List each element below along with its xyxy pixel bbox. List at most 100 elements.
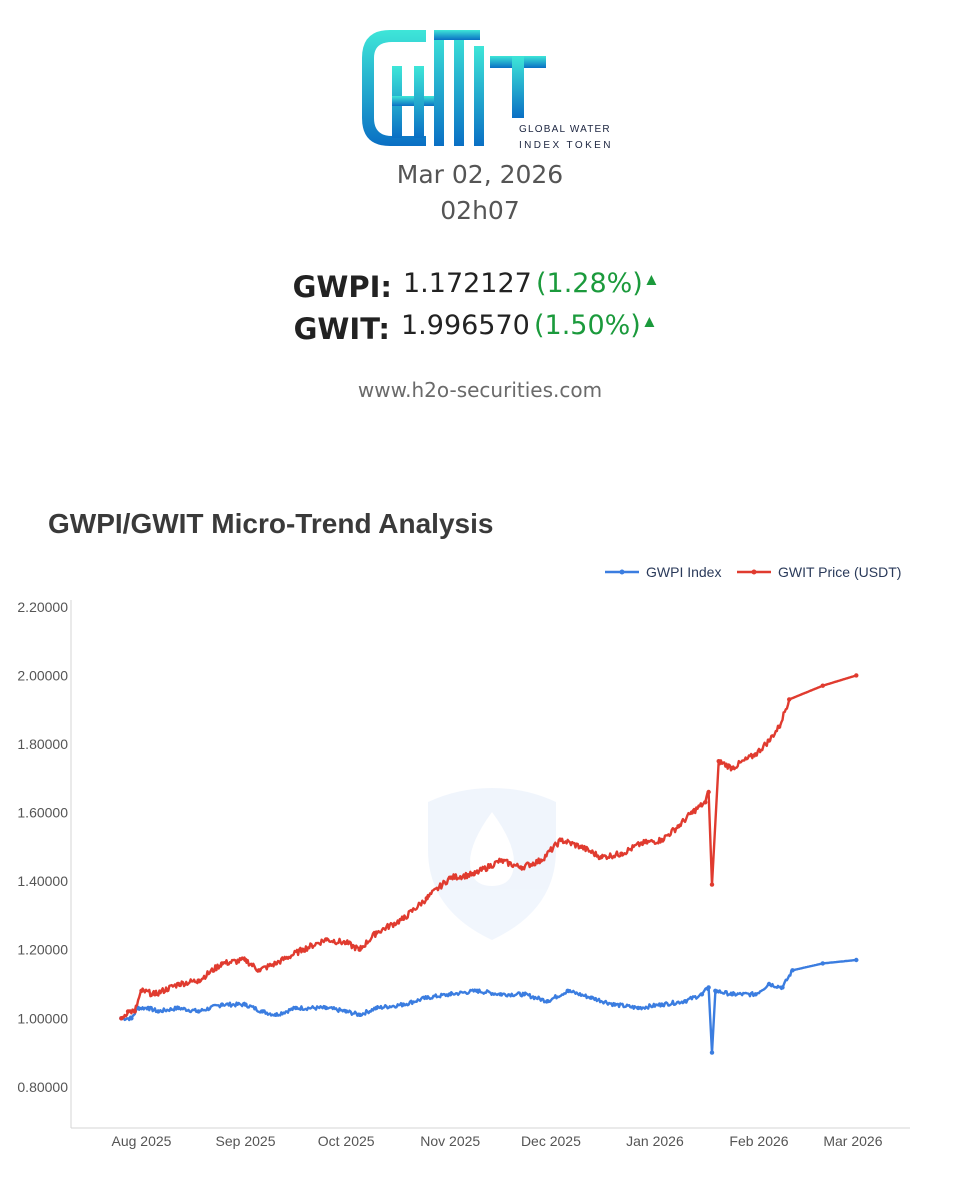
data-point xyxy=(518,865,523,870)
data-point xyxy=(357,947,362,952)
data-point xyxy=(578,844,584,850)
data-point xyxy=(854,957,859,963)
up-arrow-icon: ▲ xyxy=(641,312,658,331)
x-tick-label: Mar 2026 xyxy=(823,1133,882,1149)
data-point xyxy=(729,992,735,997)
quote-change: (1.50%) xyxy=(534,310,641,341)
legend-item-gwpi[interactable]: GWPI Index xyxy=(605,564,721,580)
data-point xyxy=(273,961,278,966)
data-point xyxy=(260,1009,265,1014)
data-point xyxy=(119,1016,124,1021)
website-link[interactable]: www.h2o-securities.com xyxy=(357,378,603,402)
data-point xyxy=(538,858,544,863)
data-point xyxy=(706,789,711,795)
data-point xyxy=(243,957,248,963)
data-point xyxy=(699,992,705,997)
quote-row-gwit: GWIT: 1.996570 (1.50%) ▲ xyxy=(0,310,960,350)
data-point xyxy=(766,981,772,987)
logo-text-line2: INDEX TOKEN xyxy=(519,140,613,151)
data-point xyxy=(854,673,859,678)
data-point xyxy=(545,998,550,1004)
data-point xyxy=(639,841,644,846)
data-point xyxy=(219,961,225,966)
data-point xyxy=(790,968,795,973)
data-point xyxy=(256,968,262,973)
data-point xyxy=(786,697,792,702)
data-point xyxy=(820,683,825,688)
data-point xyxy=(323,1005,329,1011)
data-point xyxy=(196,1009,201,1014)
data-point xyxy=(619,851,624,856)
data-point xyxy=(709,882,715,887)
y-tick-label: 1.20000 xyxy=(17,942,68,958)
data-point xyxy=(401,916,406,922)
x-tick-label: Aug 2025 xyxy=(111,1133,171,1149)
data-point xyxy=(776,724,782,730)
data-point xyxy=(780,985,785,990)
data-point xyxy=(682,998,688,1004)
x-tick-label: Jan 2026 xyxy=(626,1133,684,1149)
data-point xyxy=(219,1002,225,1007)
legend-label: GWIT Price (USDT) xyxy=(778,564,901,580)
data-point xyxy=(676,824,681,829)
quote-change: (1.28%) xyxy=(536,268,643,299)
y-tick-label: 1.60000 xyxy=(17,805,68,821)
y-tick-label: 2.20000 xyxy=(17,599,68,615)
y-tick-label: 2.00000 xyxy=(17,667,68,683)
data-point xyxy=(293,1005,299,1011)
y-tick-label: 0.80000 xyxy=(17,1079,68,1095)
data-point xyxy=(689,810,695,815)
data-point xyxy=(243,1002,248,1007)
x-tick-label: Sep 2025 xyxy=(216,1133,276,1149)
data-point xyxy=(716,758,721,764)
data-point xyxy=(474,988,480,994)
data-point xyxy=(145,1005,151,1011)
data-point xyxy=(129,1016,134,1021)
gwit-logo-mark xyxy=(362,30,546,146)
data-point xyxy=(729,765,735,771)
data-point xyxy=(565,988,570,994)
x-tick-label: Feb 2026 xyxy=(729,1133,788,1149)
data-point xyxy=(135,1005,141,1011)
series-line-gwpi xyxy=(121,958,857,1054)
data-point xyxy=(498,858,503,863)
legend-item-gwit[interactable]: GWIT Price (USDT) xyxy=(737,564,901,580)
x-tick-label: Oct 2025 xyxy=(318,1133,375,1149)
data-point xyxy=(424,896,429,901)
data-point xyxy=(357,1012,362,1018)
quote-value: 1.996570 xyxy=(401,310,530,341)
data-point xyxy=(374,930,379,935)
data-point xyxy=(343,940,349,946)
data-point xyxy=(273,1012,278,1018)
data-point xyxy=(176,981,181,987)
y-tick-label: 1.40000 xyxy=(17,873,68,889)
data-point xyxy=(820,961,825,966)
data-point xyxy=(659,837,664,843)
report-date: Mar 02, 2026 xyxy=(396,160,564,189)
data-point xyxy=(521,992,527,997)
data-point xyxy=(448,875,453,880)
logo-text-line1: GLOBAL WATER xyxy=(519,124,611,135)
data-point xyxy=(766,738,772,743)
chart-title: GWPI/GWIT Micro-Trend Analysis xyxy=(48,508,494,539)
gwit-logo xyxy=(356,26,606,156)
data-point xyxy=(709,1050,715,1055)
legend-marker xyxy=(751,569,757,575)
data-point xyxy=(659,1002,664,1007)
data-point xyxy=(703,800,708,805)
data-point xyxy=(125,1009,131,1014)
data-point xyxy=(132,1009,137,1014)
data-point xyxy=(343,1009,349,1014)
quote-row-gwpi: GWPI: 1.172127 (1.28%) ▲ xyxy=(0,268,960,308)
series-line-gwit xyxy=(120,674,857,1020)
data-point xyxy=(753,752,758,757)
trend-chart: 2.20000 2.00000 1.80000 1.60000 1.40000 1.200… xyxy=(17,564,910,1149)
data-point xyxy=(706,985,711,990)
legend-label: GWPI Index xyxy=(646,564,721,580)
data-point xyxy=(196,978,201,983)
data-point xyxy=(156,1009,161,1014)
data-point xyxy=(152,992,158,997)
data-point xyxy=(599,854,604,860)
data-point xyxy=(424,995,429,1000)
quote-label: GWPI: xyxy=(292,270,392,304)
